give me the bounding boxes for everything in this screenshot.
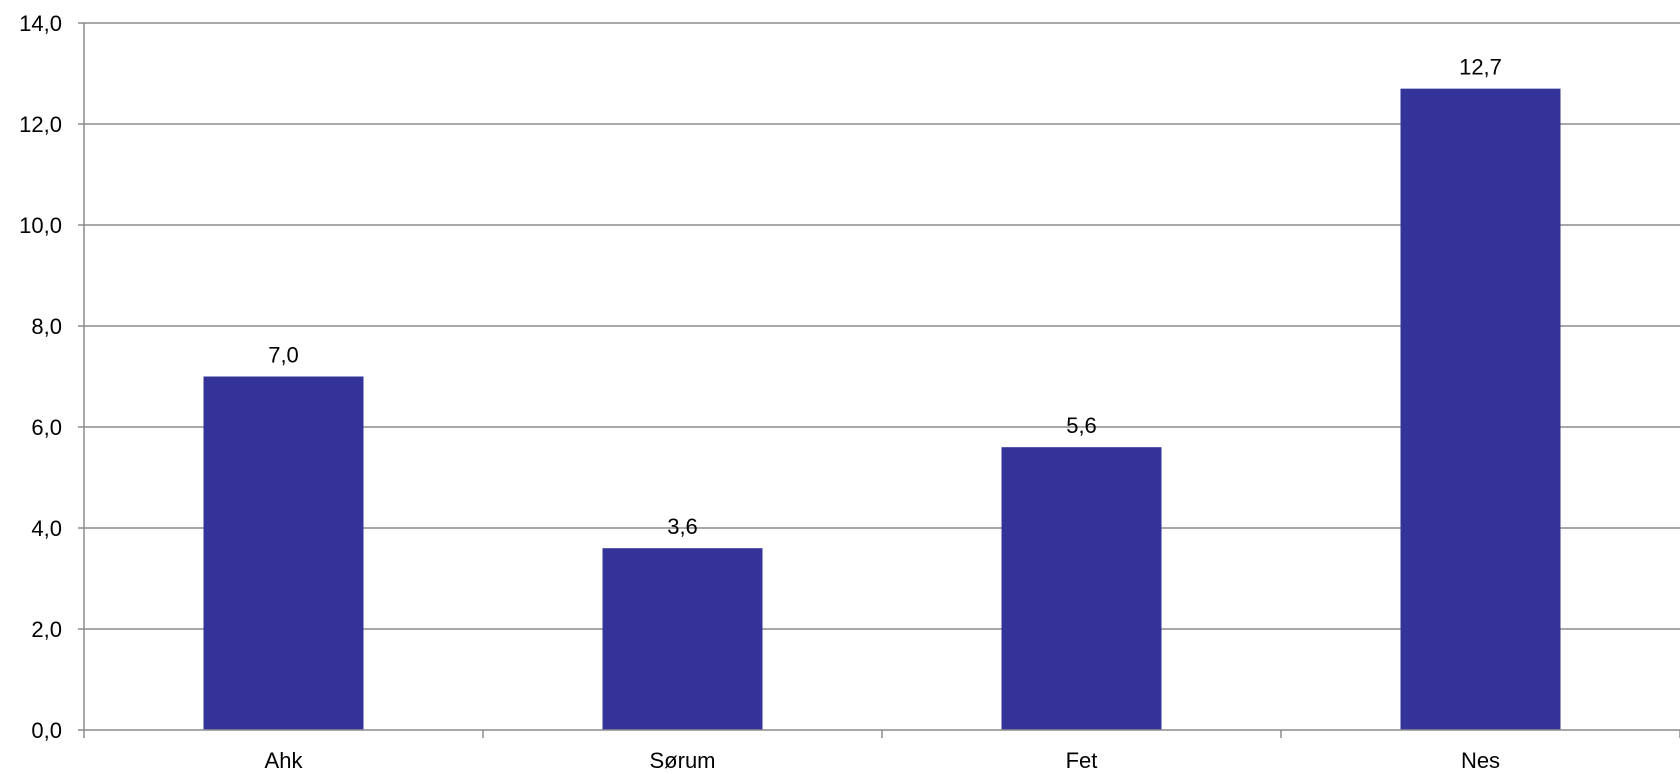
- bars: [203, 88, 1561, 730]
- data-label: 12,7: [1459, 55, 1502, 80]
- y-tick-label: 8,0: [31, 314, 62, 339]
- x-category-label: Sørum: [650, 748, 716, 773]
- y-tick-label: 2,0: [31, 617, 62, 642]
- data-label: 7,0: [268, 343, 299, 368]
- y-tick-label: 12,0: [19, 112, 62, 137]
- data-label: 3,6: [667, 514, 698, 539]
- y-tick-label: 6,0: [31, 415, 62, 440]
- bar: [1001, 447, 1162, 730]
- bar: [602, 548, 763, 730]
- bar: [1400, 88, 1561, 730]
- y-tick-label: 10,0: [19, 213, 62, 238]
- x-category-label: Nes: [1461, 748, 1500, 773]
- data-labels: 7,0 3,6 5,6 12,7: [268, 55, 1502, 540]
- x-category-label: Ahk: [265, 748, 304, 773]
- data-label: 5,6: [1066, 413, 1097, 438]
- bar: [203, 376, 364, 730]
- y-axis-ticks: 0,0 2,0 4,0 6,0 8,0 10,0 12,0 14,0: [19, 11, 62, 743]
- y-tick-label: 14,0: [19, 11, 62, 36]
- y-tick-label: 0,0: [31, 718, 62, 743]
- x-axis: Ahk Sørum Fet Nes: [78, 23, 1680, 773]
- y-tick-label: 4,0: [31, 516, 62, 541]
- x-category-label: Fet: [1066, 748, 1098, 773]
